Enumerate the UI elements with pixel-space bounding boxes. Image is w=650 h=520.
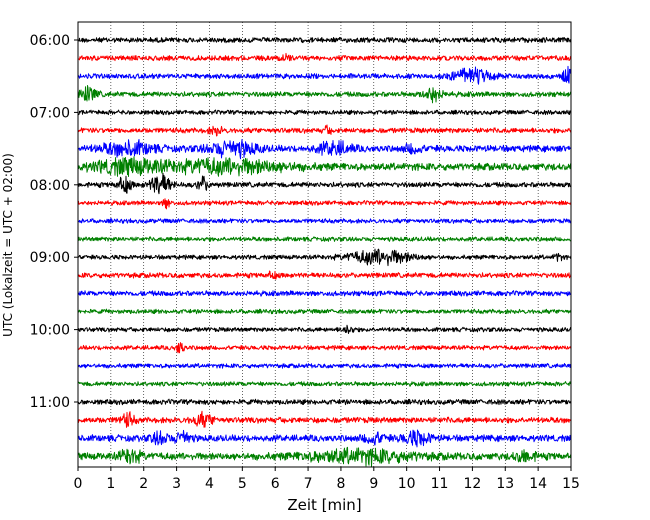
x-tick-label: 13: [496, 476, 514, 492]
x-axis-label: Zeit [min]: [287, 496, 361, 514]
trace-0715: [77, 124, 572, 137]
x-tick-label: 15: [562, 476, 580, 492]
trace-0615: [77, 52, 572, 62]
x-tick-label: 3: [172, 476, 181, 492]
x-tick-label: 7: [304, 476, 313, 492]
x-tick-label: 10: [398, 476, 416, 492]
trace-1015: [78, 342, 572, 354]
y-tick-label: 08:00: [30, 178, 70, 194]
x-tick-label: 4: [205, 476, 214, 492]
trace-0730: [77, 139, 572, 160]
x-tick-label: 14: [529, 476, 547, 492]
trace-1030: [77, 363, 572, 369]
trace-0830: [77, 218, 572, 224]
x-tick-label: 6: [271, 476, 280, 492]
trace-1100: [77, 398, 572, 406]
trace-0630: [77, 65, 572, 85]
x-tick-label: 1: [106, 476, 115, 492]
x-tick-label: 0: [74, 476, 83, 492]
x-tick-label: 5: [238, 476, 247, 492]
trace-0845: [77, 236, 572, 242]
trace-1000: [77, 324, 572, 334]
x-tick-label: 9: [369, 476, 378, 492]
trace-0600: [77, 37, 572, 44]
y-tick-label: 06:00: [30, 33, 70, 49]
trace-0900: [77, 248, 572, 267]
trace-0800: [77, 172, 571, 195]
x-tick-label: 11: [431, 476, 449, 492]
y-tick-label: 09:00: [30, 250, 70, 266]
trace-0930: [77, 290, 572, 297]
trace-0745: [77, 156, 572, 177]
trace-0945: [77, 308, 572, 315]
plot-frame: [77, 21, 572, 468]
x-axis: 0 1 2 3 4 5 6 7 8 9 10 11 12 13 14 15: [74, 467, 580, 492]
x-tick-label: 2: [139, 476, 148, 492]
y-axis: 06:00 07:00 08:00 09:00 10:00 11:00: [30, 33, 78, 411]
trace-1115: [77, 410, 572, 428]
trace-0700: [77, 109, 572, 116]
trace-0645: [77, 85, 572, 104]
y-axis-label: UTC (Lokalzeit = UTC + 02:00): [1, 153, 15, 337]
y-tick-label: 11:00: [30, 395, 70, 411]
y-tick-label: 10:00: [30, 323, 70, 339]
y-tick-label: 07:00: [30, 105, 70, 121]
trace-0915: [77, 270, 572, 280]
x-tick-label: 8: [336, 476, 345, 492]
trace-1045: [77, 381, 572, 387]
grid: [110, 22, 539, 467]
x-tick-label: 12: [463, 476, 481, 492]
trace-1130: [77, 429, 572, 448]
trace-1145: [77, 446, 572, 467]
traces: [77, 37, 572, 467]
trace-0815: [77, 198, 572, 210]
